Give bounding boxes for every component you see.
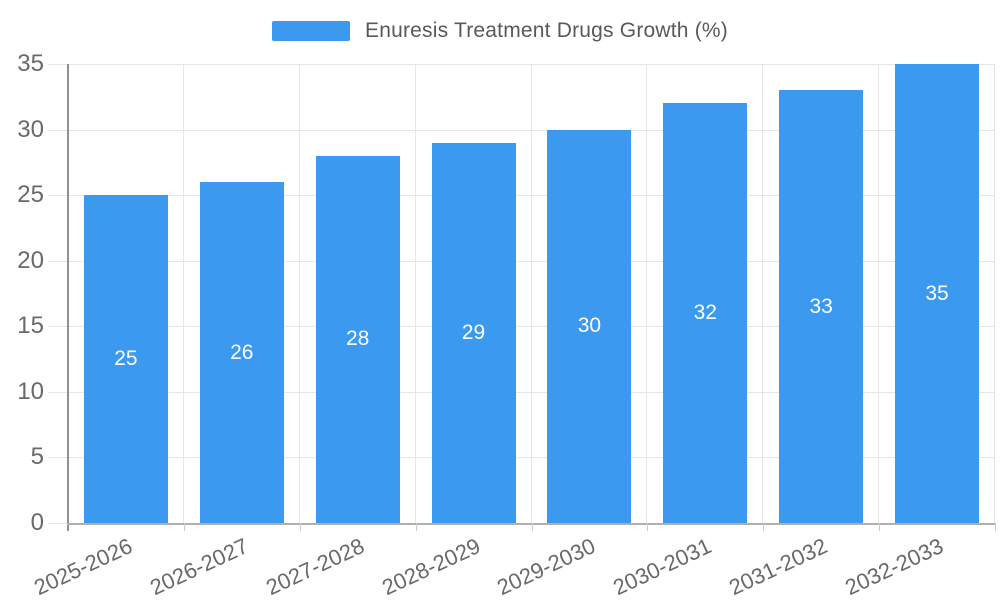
y-gridline (48, 260, 995, 262)
bar-value-label: 33 (809, 294, 833, 318)
chart-legend[interactable]: Enuresis Treatment Drugs Growth (%) (0, 18, 1000, 44)
y-axis-tick-label: 20 (17, 246, 44, 274)
bar[interactable]: 30 (547, 129, 632, 523)
bar[interactable]: 33 (779, 90, 864, 523)
y-gridline (48, 64, 995, 65)
x-gridline (299, 64, 300, 523)
x-axis-tick (879, 523, 880, 531)
y-gridline (48, 457, 995, 459)
x-axis-tick (300, 523, 301, 531)
y-gridline (48, 195, 995, 197)
x-gridline (415, 64, 416, 523)
x-axis-tick (416, 523, 417, 531)
x-gridline (646, 64, 647, 523)
legend-label: Enuresis Treatment Drugs Growth (%) (365, 19, 728, 42)
y-gridline (48, 129, 995, 131)
x-axis-tick (532, 523, 533, 531)
x-gridline (531, 64, 532, 523)
bar-value-label: 30 (577, 314, 602, 338)
x-gridline (994, 64, 995, 523)
y-axis-line (67, 64, 69, 531)
y-axis-tick-label: 10 (17, 377, 44, 405)
bar[interactable]: 29 (431, 142, 516, 523)
bar-value-label: 28 (346, 327, 370, 351)
bar-value-label: 32 (693, 301, 717, 325)
y-gridline (48, 326, 995, 328)
bar-value-label: 26 (230, 340, 254, 364)
y-axis-tick-label: 15 (17, 312, 44, 340)
x-axis-line (67, 523, 995, 525)
bar[interactable]: 26 (199, 182, 284, 523)
y-axis-tick-label: 0 (30, 509, 44, 536)
x-gridline (183, 64, 184, 523)
x-gridline (878, 64, 879, 523)
bar-value-label: 29 (461, 320, 486, 344)
y-axis-tick-label: 25 (17, 181, 44, 209)
bar[interactable]: 28 (315, 155, 400, 523)
y-gridline (48, 523, 68, 524)
bar-value-label: 35 (925, 281, 949, 305)
y-gridline (48, 391, 995, 393)
x-gridline (762, 64, 763, 523)
y-axis-tick-label: 30 (17, 115, 44, 143)
bar[interactable]: 32 (663, 103, 748, 523)
bar[interactable]: 35 (895, 64, 980, 523)
x-axis-tick-label: 2025-2026 (30, 533, 137, 600)
x-axis-tick (184, 523, 185, 531)
bar[interactable]: 25 (83, 195, 168, 523)
x-axis-tick (647, 523, 648, 531)
x-axis-tick (995, 523, 996, 531)
x-axis-tick (763, 523, 764, 531)
bar-value-label: 25 (114, 347, 138, 371)
legend-swatch (272, 21, 351, 41)
y-axis-tick-label: 5 (30, 443, 44, 471)
y-axis-tick-label: 35 (17, 50, 44, 77)
